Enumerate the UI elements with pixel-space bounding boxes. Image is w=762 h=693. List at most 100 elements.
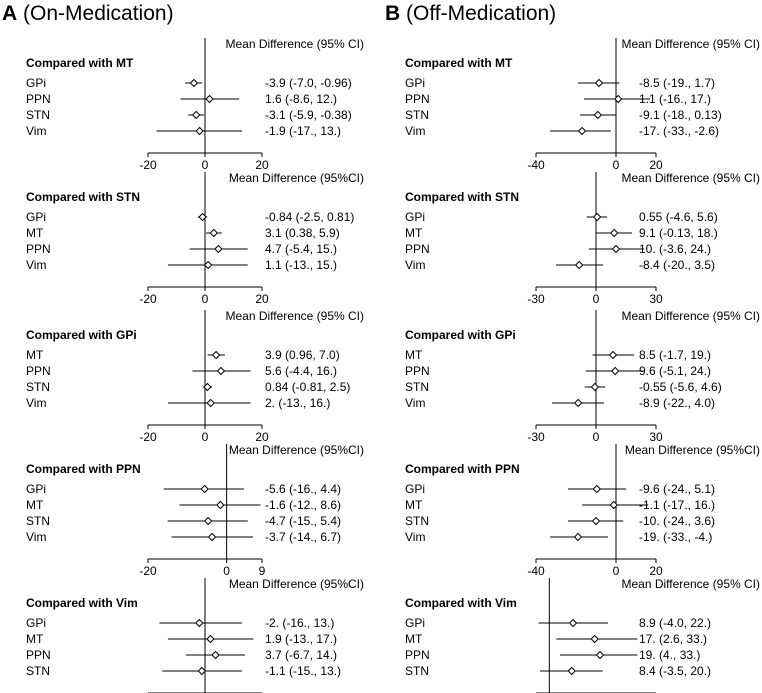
- point-estimate-marker: [568, 618, 578, 628]
- ci-value-label: -8.9 (-22., 4.0): [639, 396, 715, 410]
- point-estimate-marker: [574, 260, 584, 270]
- comparison-header: Compared with GPi: [405, 328, 516, 342]
- x-tick-label: -30: [527, 292, 545, 306]
- x-tick-label: 0: [593, 430, 600, 444]
- row-label: Vim: [405, 124, 425, 138]
- ci-value-label: 0.55 (-4.6, 5.6): [639, 210, 718, 224]
- ci-value-label: 3.7 (-6.7, 14.): [265, 648, 337, 662]
- ci-value-label: 1.1 (-16., 17.): [639, 92, 711, 106]
- comparison-header: Compared with PPN: [26, 462, 141, 476]
- panel-a-letter: A: [2, 2, 18, 25]
- ci-column-header: Mean Difference (95% CI): [621, 171, 760, 185]
- panel-a-title: A (On-Medication): [2, 2, 174, 26]
- row-label: MT: [405, 348, 423, 362]
- ci-value-label: -17. (-33., -2.6): [639, 124, 719, 138]
- row-label: PPN: [405, 648, 430, 662]
- comparison-header: Compared with GPi: [26, 328, 137, 342]
- x-tick-label: 20: [649, 158, 663, 172]
- ci-column-header: Mean Difference (95%CI): [229, 577, 364, 591]
- row-label: STN: [26, 108, 50, 122]
- ci-value-label: -2. (-16., 13.): [265, 616, 334, 630]
- point-estimate-marker: [216, 500, 225, 510]
- point-estimate-marker: [206, 398, 215, 408]
- point-estimate-marker: [200, 484, 209, 494]
- ci-value-label: -1.9 (-17., 13.): [265, 124, 341, 138]
- point-estimate-marker: [609, 500, 619, 510]
- point-estimate-marker: [573, 532, 583, 542]
- point-estimate-marker: [608, 350, 618, 360]
- point-estimate-marker: [594, 78, 604, 88]
- point-estimate-marker: [611, 244, 621, 254]
- comparison-header: Compared with MT: [405, 56, 513, 70]
- point-estimate-marker: [195, 618, 204, 628]
- comparison-header: Compared with Vim: [26, 596, 138, 610]
- row-label: Vim: [405, 530, 425, 544]
- ci-value-label: 0.84 (-0.81, 2.5): [265, 380, 350, 394]
- ci-value-label: -3.1 (-5.9, -0.38): [265, 108, 352, 122]
- ci-value-label: 8.4 (-3.5, 20.): [639, 664, 711, 678]
- point-estimate-marker: [191, 110, 201, 120]
- row-label: GPi: [405, 210, 425, 224]
- row-label: GPi: [26, 210, 46, 224]
- ci-value-label: 10. (-3.6, 24.): [639, 242, 711, 256]
- x-tick-label: 0: [202, 292, 209, 306]
- comparison-header: Compared with STN: [405, 190, 519, 204]
- ci-column-header: Mean Difference (95% CI): [621, 37, 760, 51]
- ci-value-label: 4.7 (-5.4, 15.): [265, 242, 337, 256]
- x-tick-label: 30: [649, 430, 663, 444]
- ci-value-label: 9.6 (-5.1, 24.): [639, 364, 711, 378]
- row-label: PPN: [26, 648, 51, 662]
- x-tick-label: -20: [139, 564, 157, 578]
- x-tick-label: 0: [613, 158, 620, 172]
- row-label: Vim: [26, 124, 46, 138]
- panel-a-subtitle: (On-Medication): [23, 2, 174, 25]
- x-tick-label: 20: [649, 564, 663, 578]
- comparison-header: Compared with MT: [26, 56, 134, 70]
- x-tick-label: 20: [255, 430, 269, 444]
- row-label: MT: [26, 498, 44, 512]
- ci-value-label: -10. (-24., 3.6): [639, 514, 715, 528]
- ci-value-label: 3.9 (0.96, 7.0): [265, 348, 340, 362]
- point-estimate-marker: [198, 212, 207, 222]
- x-tick-label: 9: [259, 564, 266, 578]
- x-tick-label: -40: [527, 564, 545, 578]
- ci-column-header: Mean Difference (95%CI): [625, 443, 760, 457]
- point-estimate-marker: [195, 126, 204, 136]
- row-label: MT: [26, 348, 44, 362]
- ci-value-label: 1.6 (-8.6, 12.): [265, 92, 337, 106]
- point-estimate-marker: [592, 212, 602, 222]
- point-estimate-marker: [567, 666, 576, 676]
- point-estimate-marker: [613, 94, 623, 104]
- point-estimate-marker: [593, 110, 603, 120]
- row-label: STN: [405, 664, 429, 678]
- row-label: STN: [405, 108, 429, 122]
- point-estimate-marker: [591, 516, 601, 526]
- ci-value-label: -9.1 (-18., 0.13): [639, 108, 722, 122]
- point-estimate-marker: [214, 244, 223, 254]
- x-tick-label: 0: [223, 564, 230, 578]
- row-label: PPN: [405, 92, 430, 106]
- row-label: PPN: [26, 92, 51, 106]
- point-estimate-marker: [203, 516, 213, 526]
- row-label: Vim: [26, 258, 46, 272]
- panel-b-title: B (Off-Medication): [385, 2, 556, 26]
- row-label: MT: [405, 632, 423, 646]
- point-estimate-marker: [205, 94, 214, 104]
- x-tick-label: 0: [593, 292, 600, 306]
- point-estimate-marker: [595, 650, 605, 660]
- point-estimate-marker: [203, 382, 212, 392]
- row-label: GPi: [26, 76, 46, 90]
- row-label: Vim: [26, 530, 46, 544]
- ci-value-label: 3.1 (0.38, 5.9): [265, 226, 340, 240]
- ci-value-label: 19. (4., 33.): [639, 648, 700, 662]
- row-label: STN: [26, 514, 50, 528]
- ci-value-label: -5.6 (-16., 4.4): [265, 482, 341, 496]
- ci-value-label: -8.4 (-20., 3.5): [639, 258, 715, 272]
- ci-value-label: -8.5 (-19., 1.7): [639, 76, 715, 90]
- ci-value-label: -3.9 (-7.0, -0.96): [265, 76, 352, 90]
- ci-value-label: -0.55 (-5.6, 4.6): [639, 380, 722, 394]
- row-label: MT: [26, 632, 44, 646]
- ci-column-header: Mean Difference (95%CI): [229, 171, 364, 185]
- ci-value-label: 17. (2.6, 33.): [639, 632, 707, 646]
